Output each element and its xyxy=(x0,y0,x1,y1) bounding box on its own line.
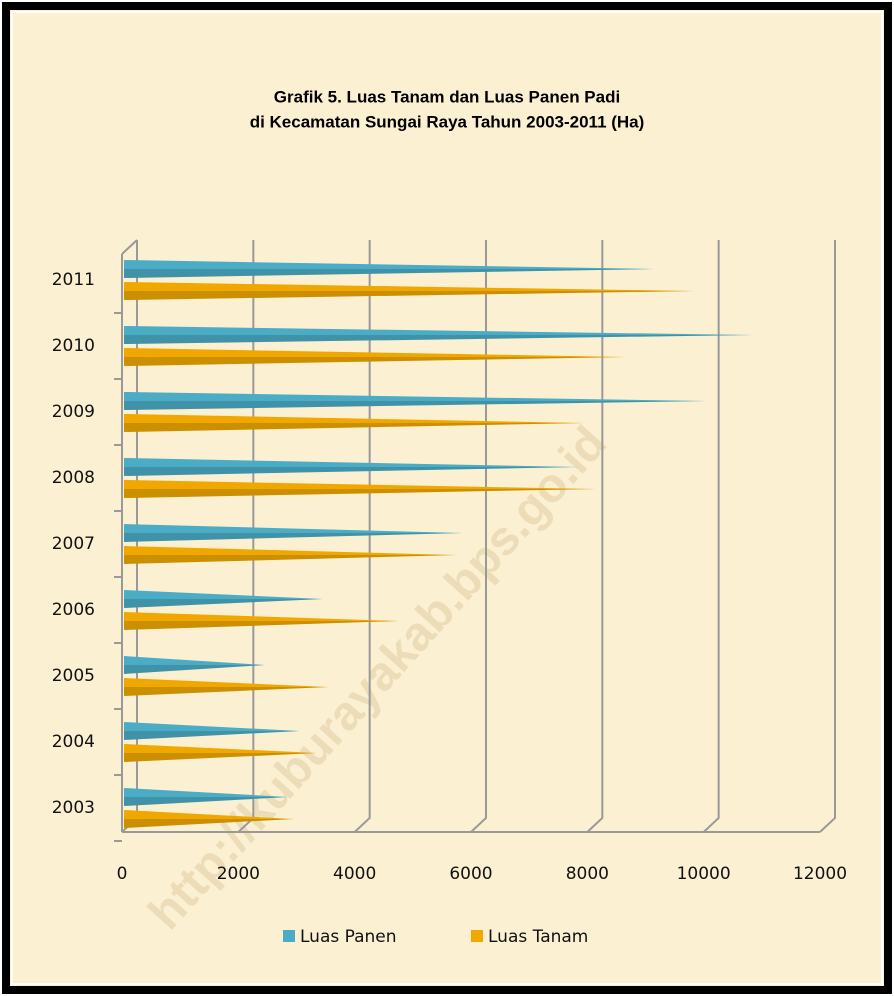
y-tick-label: 2008 xyxy=(52,468,95,488)
bar-shade xyxy=(124,599,323,608)
x-tick-label: 8000 xyxy=(566,864,609,884)
chart-title: Grafik 5. Luas Tanam dan Luas Panen Padi xyxy=(274,87,620,106)
x-tick-label: 4000 xyxy=(333,864,376,884)
bar-shade xyxy=(124,731,300,740)
bar-shade xyxy=(124,291,696,300)
grid-line xyxy=(353,240,371,833)
x-tick-label: 0 xyxy=(117,864,128,884)
bar xyxy=(124,414,585,432)
y-tick-label: 2004 xyxy=(52,732,95,752)
bar-shade xyxy=(124,533,463,542)
bar-shade xyxy=(124,753,318,762)
bar xyxy=(124,810,294,828)
bar-shade xyxy=(124,269,655,278)
y-tick-label: 2003 xyxy=(52,798,95,818)
chart-title: di Kecamatan Sungai Raya Tahun 2003-2011… xyxy=(250,112,645,131)
bar xyxy=(124,678,329,696)
bar-shade xyxy=(124,423,585,432)
bar-shade xyxy=(124,665,265,674)
inner-border xyxy=(11,11,883,985)
y-tick-label: 2006 xyxy=(52,600,95,620)
bar xyxy=(124,458,579,476)
bar xyxy=(124,656,265,674)
bar xyxy=(124,788,289,806)
bar xyxy=(124,546,457,564)
bar xyxy=(124,612,399,630)
bar xyxy=(124,744,318,762)
bar xyxy=(124,326,754,344)
bar-shade xyxy=(124,687,329,696)
background xyxy=(10,10,884,986)
bar-shade xyxy=(124,621,399,630)
y-tick-label: 2010 xyxy=(52,336,95,356)
bar xyxy=(124,392,707,410)
bar xyxy=(124,260,655,278)
bar-shade xyxy=(124,357,626,366)
x-tick-label: 10000 xyxy=(677,864,731,884)
legend-label: Luas Panen xyxy=(300,927,397,947)
bar xyxy=(124,524,463,542)
bar-shade xyxy=(124,489,597,498)
grid-line xyxy=(470,240,487,833)
bar xyxy=(124,282,696,300)
bar-shade xyxy=(124,555,457,564)
bar xyxy=(124,480,597,498)
y-tick-label: 2009 xyxy=(52,402,95,422)
bar xyxy=(124,722,300,740)
grid-line xyxy=(819,240,836,833)
x-tick-label: 6000 xyxy=(449,864,492,884)
bar-shade xyxy=(124,335,754,344)
y-axis-back xyxy=(121,239,138,255)
grid-line xyxy=(702,240,720,833)
y-tick-label: 2007 xyxy=(52,534,95,554)
bar-shade xyxy=(124,467,579,476)
bar-shade xyxy=(124,401,707,410)
y-tick-label: 2005 xyxy=(52,666,95,686)
bar-shade xyxy=(124,819,294,828)
x-tick-label: 2000 xyxy=(217,864,260,884)
x-tick-label: 12000 xyxy=(793,864,847,884)
legend-swatch xyxy=(471,930,483,942)
bar xyxy=(124,348,626,366)
legend-swatch xyxy=(283,930,295,942)
bar xyxy=(124,590,323,608)
grid-line xyxy=(586,240,604,833)
bar-shade xyxy=(124,797,289,806)
y-tick-label: 2011 xyxy=(52,270,95,290)
legend-label: Luas Tanam xyxy=(488,927,588,947)
